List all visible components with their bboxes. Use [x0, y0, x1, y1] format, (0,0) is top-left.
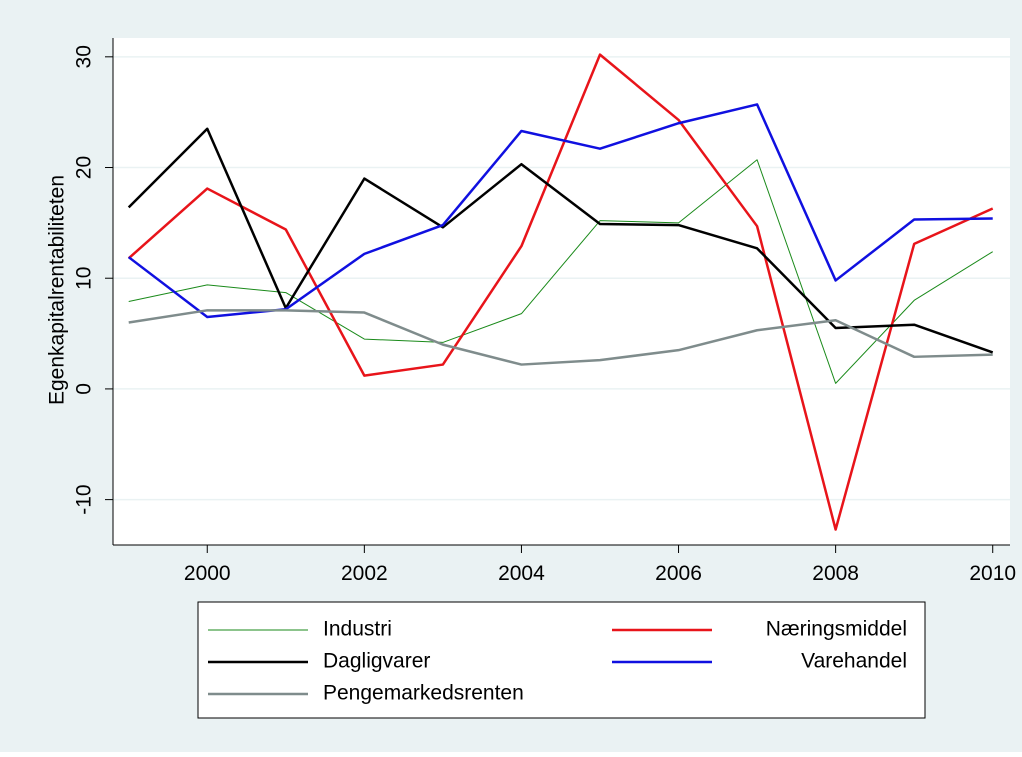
y-tick-label: 30 [73, 45, 96, 68]
line-series [128, 309, 993, 366]
x-tick-label: 2010 [969, 562, 1016, 585]
x-tick-label: 2002 [341, 562, 388, 585]
y-tick-label: 0 [73, 383, 96, 395]
legend-label: Næringsmiddel [766, 618, 907, 641]
y-tick-label: -10 [73, 484, 96, 514]
legend-label: Industri [323, 618, 392, 641]
legend-label: Pengemarkedsrenten [323, 682, 524, 705]
legend-label: Varehandel [801, 650, 907, 673]
x-tick-label: 2006 [655, 562, 702, 585]
y-tick-label: 20 [73, 156, 96, 179]
legend-label: Dagligvarer [323, 650, 430, 673]
legend [197, 601, 926, 719]
line-series [127, 53, 994, 531]
y-tick-label: 10 [73, 267, 96, 290]
x-tick-label: 2000 [184, 562, 231, 585]
line-series [128, 159, 993, 384]
y-axis-title: Egenkapitalrentabiliteten [46, 175, 69, 405]
x-tick-label: 2004 [498, 562, 545, 585]
plot-area [113, 38, 1010, 545]
x-tick-label: 2008 [812, 562, 859, 585]
